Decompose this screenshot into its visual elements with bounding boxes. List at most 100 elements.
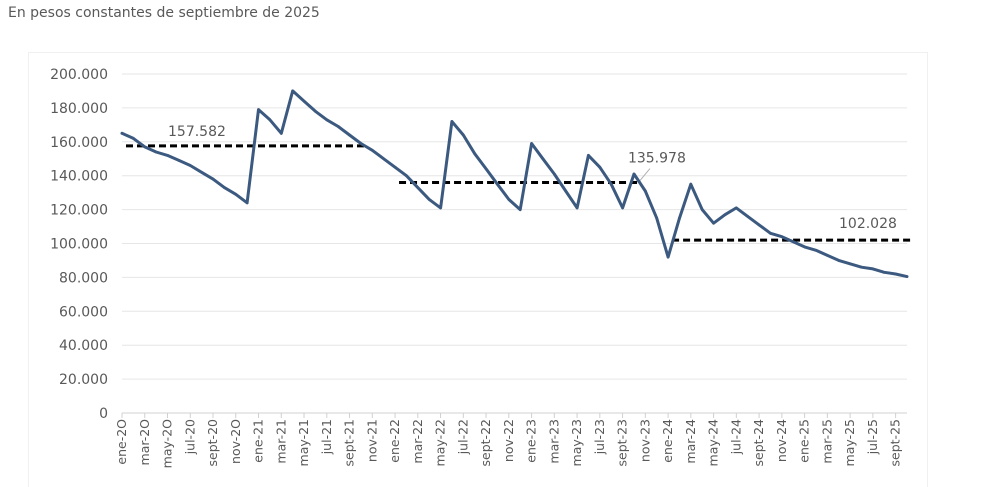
data-point (507, 198, 511, 201)
y-tick-label: 0 (99, 406, 108, 422)
y-tick-label: 120.000 (50, 203, 108, 219)
data-point (359, 142, 363, 145)
data-point (757, 223, 761, 227)
data-point (632, 172, 636, 176)
x-tick-label: may-25 (842, 419, 857, 466)
x-tick-label: mar-23 (546, 419, 561, 464)
x-tick-label: may-2O (160, 419, 175, 468)
data-point (382, 157, 385, 161)
x-tick-label: mar-24 (683, 419, 698, 464)
x-tick-label: jul-21 (319, 419, 334, 455)
x-tick-label: sept-22 (478, 419, 493, 466)
data-point (814, 248, 818, 252)
x-tick-label: may-23 (569, 419, 584, 466)
x-tick-label: ene-21 (251, 419, 266, 463)
y-axis-ticks: 0 20.000 40.000 60.000 80.000 100.000 120.000 1… (50, 67, 108, 422)
data-point (621, 206, 624, 210)
data-point (518, 208, 522, 211)
x-tick-label: sept-20 (205, 419, 220, 467)
data-point (541, 157, 545, 161)
x-tick-label: ene-25 (797, 419, 812, 463)
chart-panel (28, 52, 928, 487)
data-point (211, 177, 215, 181)
data-point (200, 171, 203, 174)
x-tick-label: ene-24 (660, 419, 675, 463)
data-point (120, 132, 124, 135)
data-point (393, 165, 397, 169)
data-point (564, 189, 567, 193)
y-tick-label: 140.000 (50, 169, 108, 185)
x-tick-label: may-22 (433, 419, 448, 466)
data-point (655, 216, 659, 220)
data-point (450, 120, 454, 123)
x-tick-label: sept-24 (751, 419, 766, 467)
data-point (894, 272, 897, 276)
data-point (530, 142, 533, 145)
data-point (348, 133, 351, 137)
data-point (848, 262, 852, 266)
average-label-2: 135.978 (628, 151, 686, 167)
data-point (496, 182, 499, 186)
series-line (120, 89, 909, 279)
average-lines: 157.582 135.978 102.028 (126, 124, 911, 242)
x-tick-label: may-24 (706, 419, 721, 466)
average-label-3: 102.028 (839, 216, 897, 232)
x-tick-label: jul-25 (865, 419, 880, 455)
y-tick-label: 80.000 (59, 270, 108, 286)
y-tick-label: 60.000 (59, 304, 108, 320)
data-point (143, 145, 147, 149)
x-tick-label: nov-22 (501, 419, 516, 462)
x-tick-label: nov-24 (774, 419, 789, 462)
x-tick-label: jul-24 (728, 419, 743, 455)
average-label-1: 157.582 (168, 124, 226, 140)
average-leader-line (639, 168, 651, 181)
data-point (735, 206, 738, 210)
data-point (427, 198, 431, 201)
data-point (439, 206, 442, 210)
x-tick-label: mar-25 (819, 419, 834, 464)
y-tick-label: 200.000 (50, 67, 108, 83)
x-tick-label: jul-20 (182, 419, 197, 455)
y-tick-label: 180.000 (50, 101, 108, 117)
data-point (575, 206, 579, 210)
data-point (245, 201, 249, 205)
data-point (609, 182, 613, 186)
x-tick-label: mar-2O (137, 419, 152, 466)
x-tick-label: jul-23 (592, 419, 607, 455)
grid-lines (122, 73, 907, 380)
data-point (234, 193, 238, 196)
data-point (598, 165, 602, 169)
chart-subtitle: En pesos constantes de septiembre de 202… (8, 5, 320, 21)
data-point (336, 125, 340, 128)
data-point (484, 167, 488, 171)
data-point (473, 152, 476, 155)
x-tick-label: mar-21 (273, 419, 288, 464)
data-point (803, 245, 806, 249)
data-point (882, 271, 886, 274)
y-tick-label: 20.000 (59, 372, 108, 388)
y-tick-label: 100.000 (50, 237, 108, 253)
data-point (268, 118, 272, 122)
data-point (223, 186, 226, 189)
data-point (291, 89, 294, 93)
data-point (553, 172, 556, 176)
x-tick-label: may-21 (296, 419, 311, 466)
data-point (769, 232, 772, 235)
data-point (746, 215, 750, 218)
y-tick-label: 40.000 (59, 338, 108, 354)
data-point (723, 213, 727, 216)
data-point (370, 148, 374, 152)
data-point (700, 208, 704, 211)
y-tick-label: 160.000 (50, 135, 108, 151)
x-tick-label: sept-21 (342, 419, 357, 466)
data-point (132, 137, 135, 140)
data-point (666, 255, 670, 259)
data-point (325, 118, 329, 122)
data-point (416, 186, 420, 189)
x-axis-ticks: ene-2O mar-2O may-2O jul-20 sept-20 nov-2O ene… (114, 413, 903, 468)
data-point (905, 275, 909, 278)
data-point (188, 164, 192, 167)
data-point (166, 154, 169, 157)
x-tick-label: sept-25 (888, 419, 903, 466)
